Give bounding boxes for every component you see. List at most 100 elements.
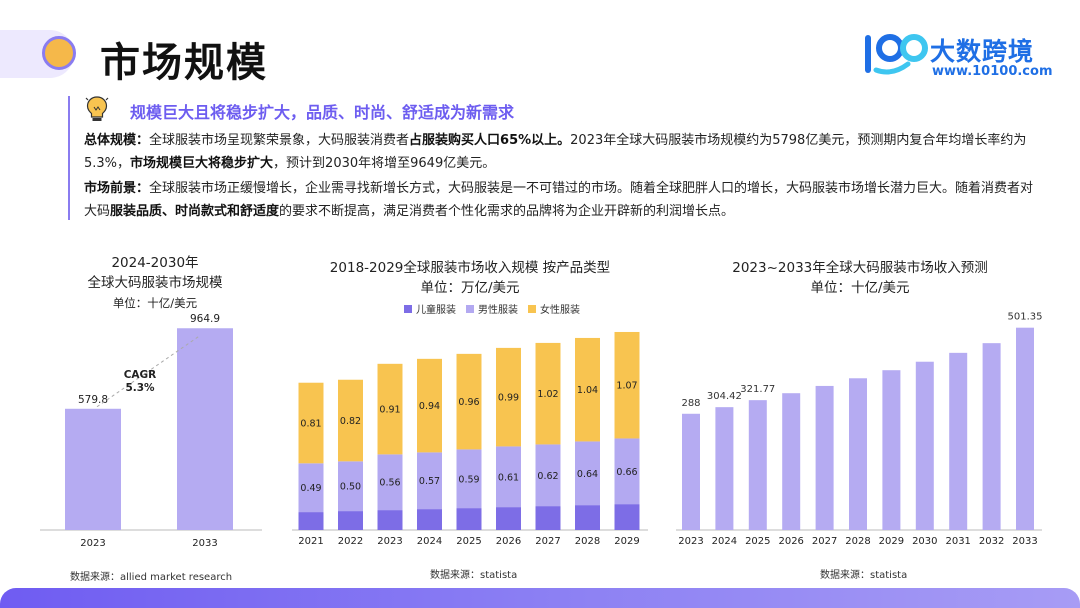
chart2-title: 2018-2029全球服装市场收入规模 按产品类型 xyxy=(329,260,611,276)
chart3-x-tick: 2024 xyxy=(712,536,737,547)
legend-label-men: 男性服装 xyxy=(478,305,518,316)
chart2-segment-label: 0.61 xyxy=(498,472,519,483)
chart3-value-label: 288 xyxy=(681,398,700,409)
chart3-bar xyxy=(748,400,767,530)
chart3-bar xyxy=(682,413,700,530)
chart2-segment-label: 0.49 xyxy=(300,483,321,494)
chart2-bar-segment xyxy=(338,379,363,462)
legend-item-women: 女性服装 xyxy=(528,301,580,316)
chart2-segment-label: 0.66 xyxy=(616,467,637,478)
overall-scale-highlight-2: 市场规模巨大将稳步扩大 xyxy=(130,156,274,171)
chart2-bar-segment xyxy=(456,449,482,509)
market-outlook-label: 市场前景： xyxy=(84,181,150,196)
market-outlook-text-1: 全球服装市场正缓慢增长，企业需寻找新增长方式，大码服装是一不可错过的市场。随着全… xyxy=(84,181,1034,219)
chart3-x-tick: 2025 xyxy=(745,536,770,547)
chart2-bar-segment xyxy=(535,444,561,507)
chart3-bar xyxy=(982,343,1001,530)
chart1-cagr-trend-line xyxy=(96,335,200,408)
chart3-value-label: 304.42 xyxy=(707,391,742,402)
chart2-bar-segment xyxy=(614,331,640,439)
chart2-segment-label: 0.81 xyxy=(300,419,321,430)
market-outlook-highlight: 服装品质、时尚款式和舒适度 xyxy=(110,204,280,219)
chart2-source: 数据来源：statista xyxy=(430,570,518,581)
chart2-x-tick: 2025 xyxy=(456,536,481,547)
overall-scale-highlight-1: 占服装购买人口65%以上。 xyxy=(409,133,571,148)
chart3-title-block: 2023~2033年全球大码服装市场收入预测 单位：十亿/美元 xyxy=(690,258,1030,298)
chart2-bar-segment xyxy=(338,461,363,512)
chart3-value-label: 321.77 xyxy=(740,384,775,395)
chart2-bar-segment xyxy=(535,342,561,445)
chart2-bar-segment xyxy=(377,363,403,455)
chart3-x-tick: 2031 xyxy=(945,536,970,547)
chart3-bar xyxy=(915,361,934,530)
chart2-bar-segment xyxy=(614,504,640,530)
chart3-unit: 单位：十亿/美元 xyxy=(810,280,910,296)
chart2-bar-segment xyxy=(456,508,482,530)
chart2-segment-label: 0.50 xyxy=(340,482,361,493)
chart2-bar-segment xyxy=(575,505,600,530)
chart3-x-tick: 2033 xyxy=(1012,536,1037,547)
chart2-segment-label: 1.07 xyxy=(616,381,637,392)
chart2-bar-segment xyxy=(338,511,363,530)
chart2-bar-segment xyxy=(496,507,521,530)
chart1-cagr-label: CAGR xyxy=(124,369,157,381)
overall-scale-text-1: 全球服装市场呈现繁荣景象，大码服装消费者 xyxy=(149,133,410,148)
chart1-x-tick: 2023 xyxy=(80,538,105,549)
chart1-cagr-value: 5.3% xyxy=(125,382,155,394)
overall-scale-label: 总体规模： xyxy=(84,133,150,148)
chart3-x-tick: 2023 xyxy=(678,536,703,547)
chart2-x-tick: 2024 xyxy=(417,536,442,547)
overall-scale-text-3: ，预计到2030年将增至9649亿美元。 xyxy=(273,156,496,171)
chart2-bar-segment xyxy=(377,510,403,530)
chart1-subtitle: 全球大码服装市场规模 xyxy=(87,275,223,291)
logo-mark-icon xyxy=(865,34,928,75)
chart2-bar-segment xyxy=(614,438,640,505)
brand-logo: 大数跨境 www.10100.com xyxy=(862,30,1053,82)
summary-headline: 规模巨大且将稳步扩大，品质、时尚、舒适成为新需求 xyxy=(130,103,515,122)
chart2-bar-segment xyxy=(377,454,403,511)
chart2-bar-segment xyxy=(535,506,561,530)
chart2-segment-label: 0.59 xyxy=(458,474,479,485)
chart3-bar xyxy=(715,407,734,530)
chart2-title-block: 2018-2029全球服装市场收入规模 按产品类型 单位：万亿/美元 xyxy=(290,258,650,298)
chart2-segment-label: 0.96 xyxy=(458,397,479,408)
legend-swatch-men xyxy=(466,304,474,313)
chart3-bar xyxy=(815,385,834,530)
chart3-title: 2023~2033年全球大码服装市场收入预测 xyxy=(732,260,988,276)
chart2-x-tick: 2021 xyxy=(298,536,323,547)
chart1-title-block: 2024-2030年 全球大码服装市场规模 单位：十亿/美元 xyxy=(40,253,270,313)
chart2-segment-label: 0.82 xyxy=(340,416,361,427)
chart2-bar-segment xyxy=(496,347,521,447)
chart2-bar-segment xyxy=(417,452,442,510)
chart2-segment-label: 0.62 xyxy=(537,471,558,482)
logo-name: 大数跨境 xyxy=(930,37,1035,66)
chart1-bar xyxy=(177,328,233,530)
chart2-segment-label: 0.91 xyxy=(379,405,400,416)
overall-scale-paragraph: 总体规模：全球服装市场呈现繁荣景象，大码服装消费者占服装购买人口65%以上。20… xyxy=(84,129,1044,175)
chart2-segment-label: 0.64 xyxy=(577,469,598,480)
chart2-segment-label: 1.02 xyxy=(537,389,558,400)
chart2-segment-label: 0.56 xyxy=(379,478,400,489)
chart3-x-tick: 2032 xyxy=(979,536,1004,547)
legend-swatch-women xyxy=(528,304,536,313)
chart2-bar-segment xyxy=(496,446,521,508)
chart3-bar xyxy=(849,378,867,530)
chart2-unit: 单位：万亿/美元 xyxy=(420,280,520,296)
chart2-bar-segment xyxy=(575,337,600,442)
chart3-bar xyxy=(949,352,968,530)
chart2-x-tick: 2022 xyxy=(338,536,363,547)
chart1-source: 数据来源：allied market research xyxy=(70,572,233,583)
chart2-bar-segment xyxy=(417,358,442,453)
chart3-x-tick: 2028 xyxy=(845,536,870,547)
lightbulb-icon xyxy=(85,96,109,121)
legend-swatch-kids xyxy=(404,304,412,313)
chart3-x-tick: 2029 xyxy=(879,536,904,547)
chart2-bar-segment xyxy=(298,512,324,530)
chart2-x-tick: 2023 xyxy=(377,536,402,547)
chart1-value-label: 579.8 xyxy=(78,394,108,406)
overall-scale-text-2: 2023年全球大码服装市场规模约为5798亿美元，预测期内复合年均增长率约为5.… xyxy=(84,133,1027,171)
chart2-bar-segment xyxy=(417,509,442,530)
chart2-bar-segment xyxy=(456,353,482,450)
chart3-x-tick: 2026 xyxy=(778,536,803,547)
